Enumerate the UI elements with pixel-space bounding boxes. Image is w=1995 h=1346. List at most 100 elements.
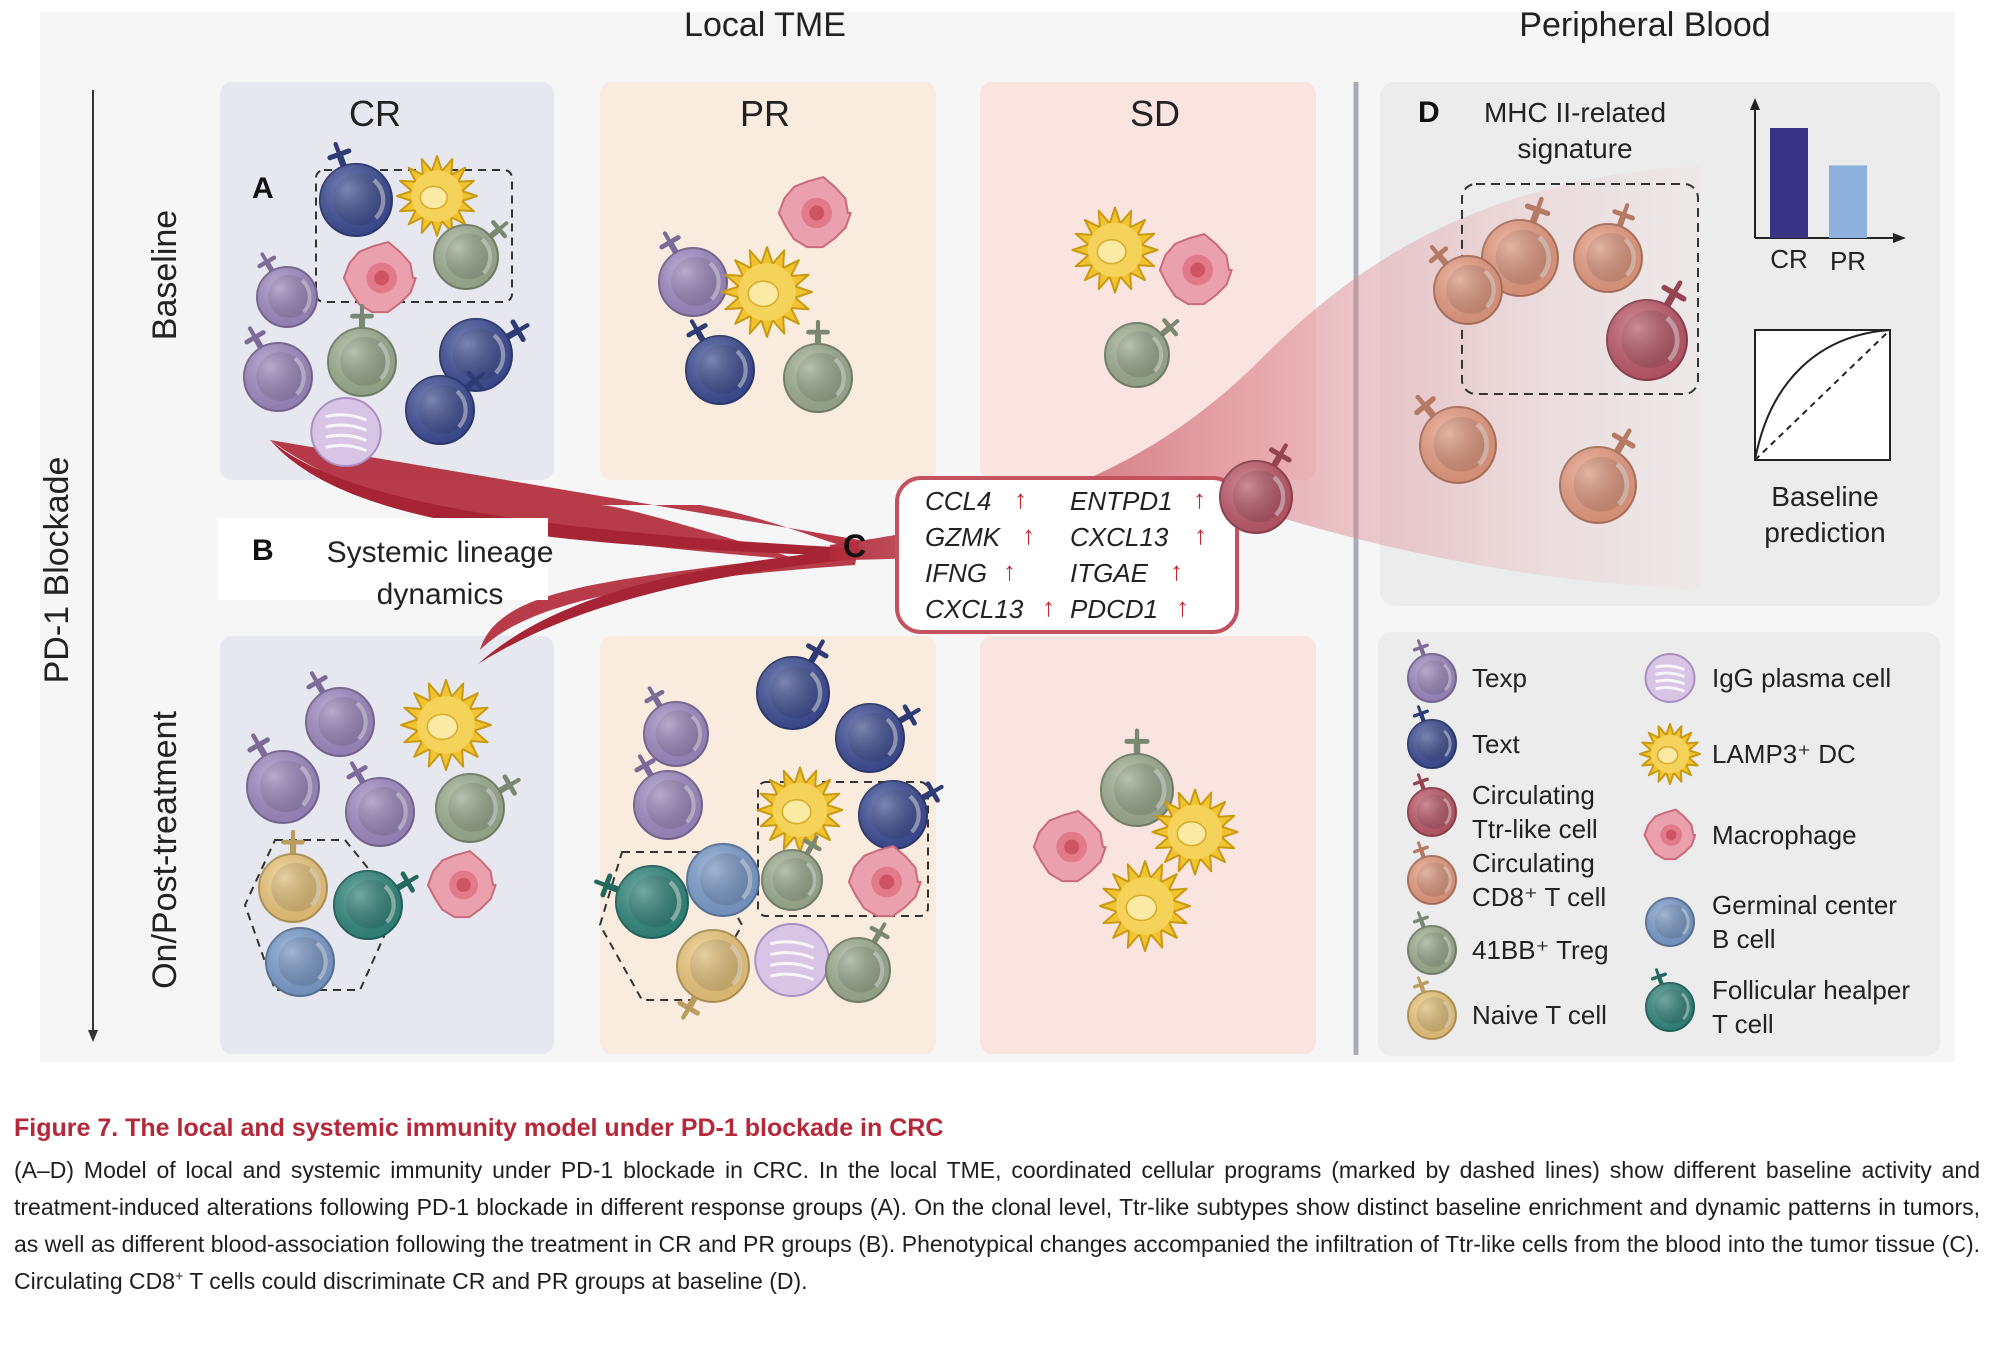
text-cell (685, 319, 755, 405)
sd-label: SD (1130, 93, 1180, 134)
cr-label: CR (349, 93, 401, 134)
up-arrow-icon: ↑ (1176, 592, 1189, 622)
panel-d-label: D (1418, 96, 1440, 129)
texp-cell (256, 252, 318, 328)
cd8-cell (1559, 428, 1637, 524)
texp-cell (643, 686, 709, 767)
legend-label: Naive T cell (1472, 1000, 1607, 1030)
ttr-icon (1407, 773, 1457, 837)
gcb-icon (1645, 897, 1695, 947)
naive-icon (1407, 976, 1457, 1040)
bar-cr (1770, 128, 1808, 238)
bar-tick-pr: PR (1830, 246, 1866, 276)
cell-type-legend: Texp Text Circulating Ttr-like cell Circulat… (1407, 639, 1910, 1040)
texp-cell (633, 754, 703, 840)
gene-right-2: CXCL13 (1070, 522, 1169, 552)
roc-label-line2: prediction (1764, 517, 1885, 548)
caption-body-main: (A–D) Model of local and systemic immuni… (14, 1157, 1980, 1294)
text-cell (405, 370, 486, 445)
baseline-flow-ribbon (270, 440, 850, 556)
panel-b-text-line1: Systemic lineage (327, 536, 554, 569)
legend-label: T cell (1712, 1009, 1774, 1039)
figure-caption: Figure 7. The local and systemic immunit… (14, 1112, 1980, 1300)
panel-b-text-line2: dynamics (377, 578, 504, 611)
mac-cell (847, 845, 922, 918)
dc-cell (756, 766, 844, 854)
cd8-cell (1573, 203, 1643, 293)
dc-cell (1099, 860, 1191, 952)
ttr-cell (1606, 280, 1688, 381)
caption-body-end: T cells could discriminate CR and PR gro… (183, 1268, 808, 1294)
legend-label: IgG plasma cell (1712, 663, 1891, 693)
up-arrow-icon: ↑ (1042, 592, 1055, 622)
legend-label: Texp (1472, 663, 1527, 693)
caption-title: Figure 7. The local and systemic immunit… (14, 1114, 944, 1142)
treg-cell (433, 220, 509, 290)
dc-cell (1151, 788, 1239, 876)
treg-cell (1104, 318, 1180, 388)
roc-curve (1754, 329, 1891, 461)
texp-cell (345, 761, 415, 847)
text-cell (835, 703, 921, 773)
caption-superscript: + (175, 1267, 184, 1284)
panel-d-text-line1: MHC II-related (1484, 97, 1666, 128)
treg-cell (783, 319, 853, 413)
dc-cell (1071, 206, 1159, 294)
mac-cell (342, 241, 417, 314)
figure-canvas: Local TME Peripheral Blood PD-1 Blockade… (38, 6, 1911, 1055)
gcb-cell (265, 927, 335, 997)
roc-label-line1: Baseline (1771, 481, 1878, 512)
texp-cell (305, 671, 375, 757)
gene-list-right: ENTPD1 CXCL13 ITGAE PDCD1 ↑ ↑ ↑ ↑ (1070, 484, 1207, 624)
text-cell (319, 142, 393, 237)
treg-icon (1407, 911, 1457, 975)
texp-cell (243, 326, 313, 412)
cd8-cell (1414, 394, 1497, 484)
mac-cell (427, 850, 497, 919)
roc-diagonal (1754, 329, 1891, 461)
bar-y-arrowhead (1750, 98, 1760, 110)
baseline-row-label: Baseline (146, 210, 184, 340)
cell-illustrations (243, 142, 1688, 1020)
caption-body: (A–D) Model of local and systemic immuni… (14, 1152, 1980, 1300)
up-arrow-icon: ↑ (1194, 520, 1207, 550)
tfh-icon (1645, 968, 1695, 1032)
panel-b-label: B (252, 534, 274, 567)
dc-cell (721, 246, 813, 338)
coordinated-program-box (243, 839, 400, 991)
time-axis-arrowhead (88, 1030, 98, 1042)
dc-cell (396, 155, 478, 237)
post-treatment-row-label: On/Post-treatment (146, 711, 184, 989)
treg-cell (761, 835, 823, 911)
text-cell (858, 780, 944, 850)
gene-left-2: GZMK (925, 522, 1002, 552)
dc-cell (400, 679, 492, 771)
sd-baseline-panel (980, 82, 1316, 480)
igg-icon (1644, 653, 1696, 703)
up-arrow-icon: ↑ (1193, 484, 1206, 514)
mac-icon (1643, 808, 1697, 861)
post-flow-ribbon (478, 548, 860, 664)
cd8-icon (1407, 841, 1457, 905)
legend-label: Ttr-like cell (1472, 814, 1598, 844)
cd8-cell (1428, 244, 1503, 325)
mac-cell (777, 176, 852, 249)
legend-label: Macrophage (1712, 820, 1857, 850)
mac-cell (1032, 810, 1107, 883)
up-arrow-icon: ↑ (1170, 556, 1183, 586)
igg-cell (310, 397, 382, 467)
mac-cell (1158, 233, 1233, 306)
bar-pr (1829, 165, 1867, 238)
cr-vs-pr-bar-chart: CR PR (1750, 98, 1906, 276)
roc-curve-plot: Baseline prediction (1754, 329, 1891, 548)
gene-left-3: IFNG (925, 558, 987, 588)
texp-icon (1407, 639, 1457, 703)
gene-left-4: CXCL13 (925, 594, 1024, 624)
igg-cell (754, 923, 830, 997)
treg-cell (1100, 728, 1174, 827)
legend-label: Follicular healper (1712, 975, 1910, 1005)
up-arrow-icon: ↑ (1003, 556, 1016, 586)
coordinated-program-box (757, 781, 929, 917)
treg-cell (327, 303, 397, 397)
legend-label: Circulating (1472, 848, 1595, 878)
